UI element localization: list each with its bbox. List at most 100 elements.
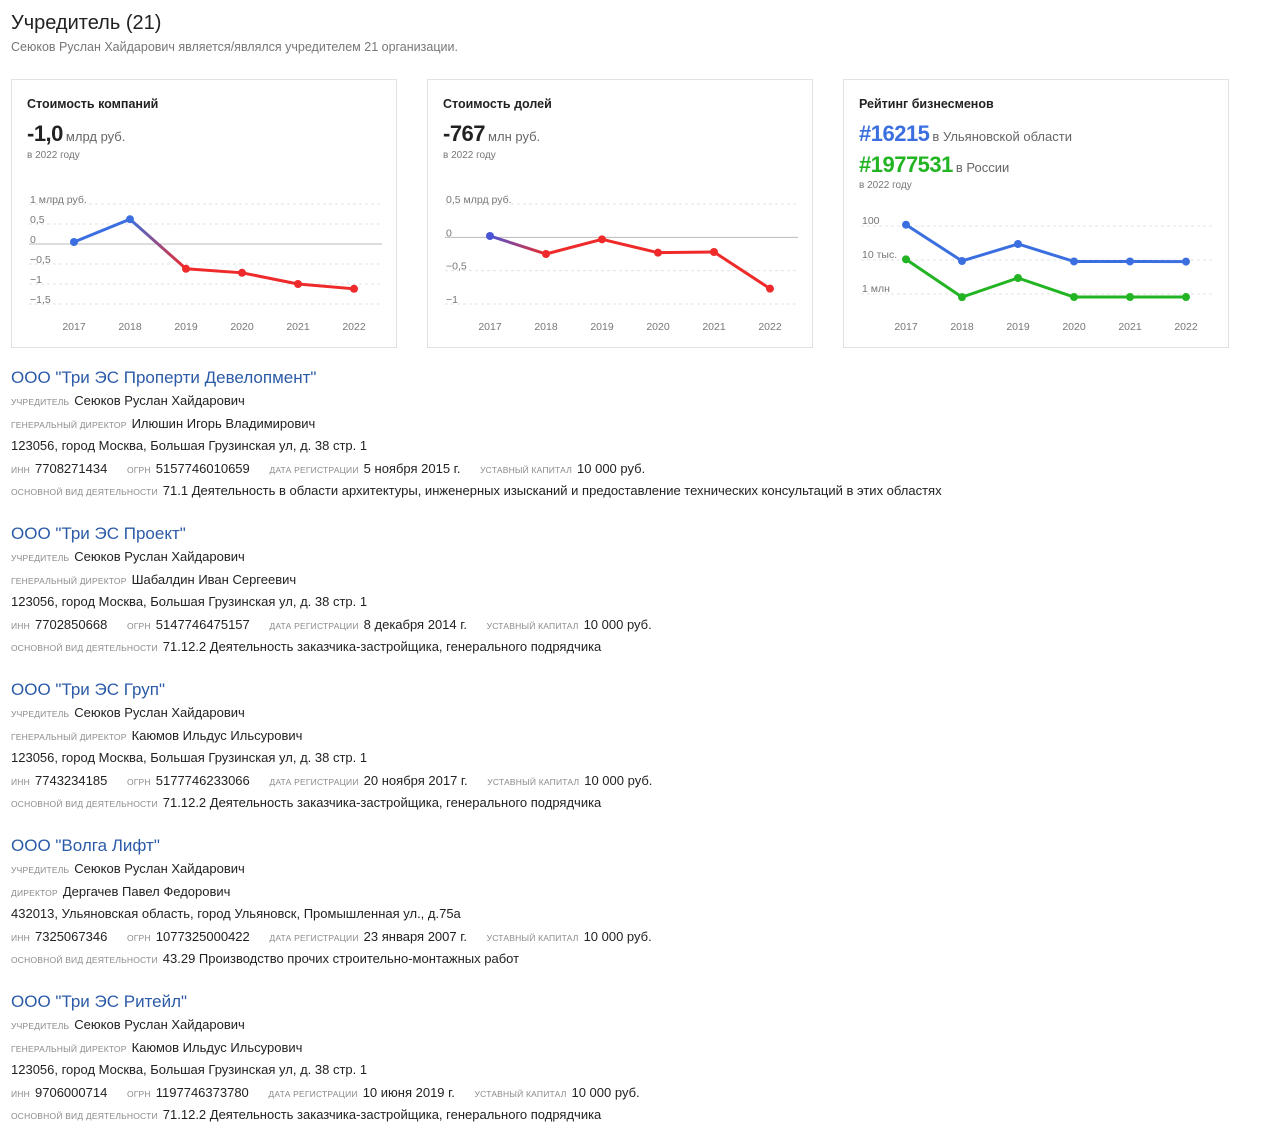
- rating-chart: 100 10 тыс. 1 млн 2017 2018 2019 2020 2021 2022: [861, 215, 1214, 333]
- company-name-link[interactable]: ООО "Три ЭС Груп": [11, 680, 166, 699]
- share-value-card: Стоимость долей -767 млн руб. в 2022 году…: [427, 79, 813, 348]
- company-name-link[interactable]: ООО "Три ЭС Проперти Девелопмент": [11, 368, 317, 387]
- director-row: генеральный директор Каюмов Ильдус Ильсур…: [11, 727, 1261, 750]
- series-line: [905, 258, 1186, 299]
- founder-row: учредитель Сеюков Руслан Хайдарович: [11, 704, 1261, 727]
- director-link[interactable]: Дергачев Павел Федорович: [62, 883, 231, 899]
- series-segment: [184, 267, 244, 275]
- reg-date-value: 23 января 2007 г.: [363, 928, 467, 944]
- card-title: Рейтинг бизнесменов: [859, 97, 994, 111]
- reg-date-label: дата регистрации: [269, 620, 359, 631]
- inn-value: 7702850668: [35, 616, 108, 632]
- data-point: [1070, 257, 1078, 266]
- director-row: генеральный директор Каюмов Ильдус Ильсур…: [11, 1039, 1261, 1062]
- company-entry: ООО "Волга Лифт" учредитель Сеюков Руслан…: [11, 836, 1261, 973]
- founder-label: учредитель: [11, 553, 70, 563]
- ogrn-label: огрн: [126, 932, 151, 943]
- inn-label: инн: [11, 464, 30, 475]
- data-point: [1126, 293, 1134, 302]
- director-link[interactable]: Каюмов Ильдус Ильсурович: [131, 1039, 303, 1055]
- inn-label: инн: [11, 932, 30, 943]
- capital-value: 10 000 руб.: [571, 1084, 640, 1100]
- company-name-link[interactable]: ООО "Три ЭС Проект": [11, 524, 186, 543]
- director-label: генеральный директор: [11, 575, 127, 586]
- company-name-link[interactable]: ООО "Три ЭС Ритейл": [11, 992, 188, 1011]
- company-name-link[interactable]: ООО "Волга Лифт": [11, 836, 160, 855]
- series-line: [905, 223, 1187, 264]
- address: 123056, город Москва, Большая Грузинская…: [11, 594, 368, 609]
- x-tick-label: 2021: [286, 321, 310, 333]
- series-segment: [240, 271, 300, 286]
- card-title: Стоимость компаний: [27, 97, 159, 111]
- y-tick-label: 1 млрд руб.: [30, 194, 87, 206]
- capital-label: уставный капитал: [486, 620, 579, 631]
- data-point: [1182, 257, 1190, 266]
- address: 123056, город Москва, Большая Грузинская…: [11, 438, 368, 453]
- y-tick-label: 100: [862, 215, 880, 227]
- card-title: Стоимость долей: [443, 97, 552, 111]
- data-point: [958, 293, 966, 302]
- capital-value: 10 000 руб.: [583, 616, 652, 632]
- address: 123056, город Москва, Большая Грузинская…: [11, 1062, 368, 1077]
- activity-label: основной вид деятельности: [11, 955, 158, 965]
- company-entry: ООО "Три ЭС Проперти Девелопмент" учреди…: [11, 368, 1261, 505]
- regional-rank: #16215 в Ульяновской области: [859, 121, 1072, 147]
- capital-value: 10 000 руб.: [577, 460, 646, 476]
- activity-row: основной вид деятельности 71.1 Деятельнос…: [11, 482, 1261, 505]
- founder-row: учредитель Сеюков Руслан Хайдарович: [11, 548, 1261, 571]
- founder-label: учредитель: [11, 709, 70, 719]
- year-note: в 2022 году: [27, 150, 80, 161]
- data-point: [902, 220, 910, 229]
- founder-label: учредитель: [11, 1021, 70, 1031]
- data-point: [486, 232, 494, 240]
- data-point: [238, 268, 246, 277]
- y-tick-label: −1: [446, 294, 458, 306]
- y-tick-label: 0: [30, 234, 36, 246]
- series-segment: [128, 217, 188, 271]
- regional-rank-number: #16215: [859, 121, 930, 146]
- activity-value: 43.29 Производство прочих строительно-мо…: [162, 951, 520, 966]
- director-label: генеральный директор: [11, 1043, 127, 1054]
- inn-value: 7708271434: [35, 460, 108, 476]
- founder-link[interactable]: Сеюков Руслан Хайдарович: [74, 549, 245, 564]
- director-link[interactable]: Илюшин Игорь Владимирович: [131, 415, 316, 431]
- company-entry: ООО "Три ЭС Груп" учредитель Сеюков Русла…: [11, 680, 1261, 817]
- activity-value: 71.12.2 Деятельность заказчика-застройщи…: [162, 639, 602, 654]
- founder-link[interactable]: Сеюков Руслан Хайдарович: [74, 861, 245, 876]
- founder-link[interactable]: Сеюков Руслан Хайдарович: [74, 705, 245, 720]
- founder-label: учредитель: [11, 865, 70, 875]
- x-tick-label: 2017: [62, 321, 86, 333]
- director-label: генеральный директор: [11, 419, 127, 430]
- data-point: [126, 215, 134, 224]
- data-point: [1014, 273, 1022, 282]
- data-point: [654, 248, 662, 257]
- director-link[interactable]: Каюмов Ильдус Ильсурович: [131, 727, 303, 743]
- regional-rank-text: в Ульяновской области: [932, 129, 1072, 144]
- y-tick-label: −0,5: [446, 261, 467, 273]
- activity-row: основной вид деятельности 43.29 Производс…: [11, 950, 1261, 973]
- ogrn-label: огрн: [126, 464, 151, 475]
- capital-label: уставный капитал: [480, 464, 573, 475]
- data-point: [1014, 239, 1022, 248]
- reg-date-value: 8 декабря 2014 г.: [363, 616, 468, 632]
- share-value-number: -767: [443, 121, 486, 146]
- page-title: Учредитель (21): [11, 12, 162, 34]
- reg-date-value: 5 ноября 2015 г.: [363, 460, 461, 476]
- series-segment: [600, 237, 660, 255]
- year-note: в 2022 году: [859, 180, 912, 191]
- data-point: [182, 264, 190, 273]
- capital-value: 10 000 руб.: [584, 772, 653, 788]
- founder-link[interactable]: Сеюков Руслан Хайдарович: [74, 1017, 245, 1032]
- capital-label: уставный капитал: [474, 1088, 567, 1099]
- y-tick-label: −1,5: [30, 294, 51, 306]
- director-row: генеральный директор Шабалдин Иван Сергее…: [11, 571, 1261, 594]
- director-link[interactable]: Шабалдин Иван Сергеевич: [131, 571, 297, 587]
- data-point: [710, 248, 718, 256]
- activity-label: основной вид деятельности: [11, 643, 158, 653]
- founder-link[interactable]: Сеюков Руслан Хайдарович: [74, 393, 245, 408]
- inn-label: инн: [11, 776, 30, 787]
- data-point: [958, 256, 966, 265]
- capital-value: 10 000 руб.: [583, 928, 652, 944]
- series-segment: [712, 250, 772, 291]
- activity-label: основной вид деятельности: [11, 1111, 158, 1121]
